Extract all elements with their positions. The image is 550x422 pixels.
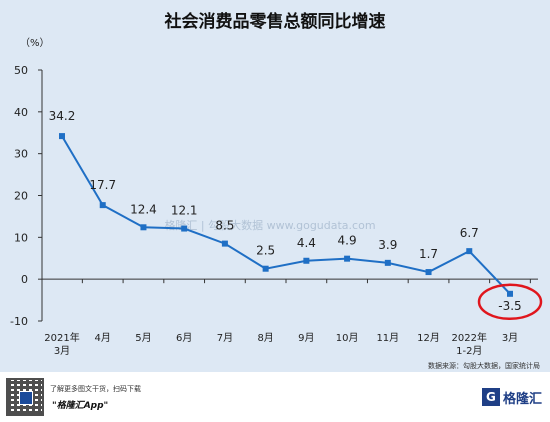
x-tick-label: 11月 — [376, 332, 399, 344]
data-label: 3.9 — [378, 238, 397, 252]
data-label: 12.4 — [130, 202, 157, 216]
footer: 了解更多图文干货，扫码下载 "格隆汇App" G 格隆汇 — [0, 372, 550, 422]
x-tick-label: 8月 — [257, 332, 273, 344]
highlight-circle — [477, 283, 543, 321]
y-tick-label: 50 — [14, 64, 28, 77]
x-tick-label: 2022年 — [452, 331, 487, 344]
data-point — [59, 133, 65, 140]
data-point — [507, 290, 513, 297]
data-point — [425, 269, 432, 276]
data-point — [181, 225, 188, 232]
chart-title: 社会消费品零售总额同比增速 — [164, 11, 386, 32]
y-tick-label: -10 — [10, 315, 28, 328]
data-point — [221, 240, 228, 247]
brand-name: 格隆汇 — [502, 391, 542, 407]
y-tick-label: 40 — [14, 106, 28, 119]
data-point — [303, 257, 310, 264]
data-label: 17.7 — [89, 178, 116, 192]
data-point — [344, 255, 351, 262]
promo-text: 了解更多图文干货，扫码下载 — [50, 385, 141, 393]
data-point — [140, 224, 147, 231]
app-name: "格隆汇App" — [52, 401, 109, 411]
series-line — [61, 135, 511, 295]
data-label: 12.1 — [171, 204, 198, 218]
x-tick-label: 10月 — [336, 332, 359, 344]
x-tick-label: 3月 — [502, 332, 518, 344]
x-tick-label: 3月 — [54, 345, 70, 357]
data-label: 6.7 — [460, 226, 479, 240]
series: 34.2 17.7 12.4 12.1 8.5 2.5 4.4 4.9 3.9 1.7 6.7 -3.… — [49, 109, 543, 321]
x-tick-label: 9月 — [298, 332, 314, 344]
x-tick-label: 4月 — [95, 332, 111, 344]
data-label: 34.2 — [49, 109, 76, 123]
y-tick-label: 10 — [14, 231, 28, 244]
watermark: 格隆汇 | 勾股大数据 www.gogudata.com — [164, 218, 375, 232]
data-label: 2.5 — [256, 244, 275, 258]
data-point — [262, 265, 269, 272]
data-label: 4.9 — [338, 234, 357, 248]
x-tick-label: 7月 — [217, 332, 233, 344]
qr-logo — [19, 391, 33, 405]
source-note: 数据来源：勾股大数据，国家统计局 — [428, 361, 540, 370]
data-point — [384, 259, 391, 266]
y-tick-label: 20 — [14, 190, 28, 203]
data-point — [466, 248, 473, 255]
x-tick-label: 5月 — [135, 332, 151, 344]
x-tick-label: 2021年 — [44, 331, 79, 344]
x-tick-label: 6月 — [176, 332, 192, 344]
brand-logo: G 格隆汇 — [481, 386, 542, 408]
data-label: 8.5 — [215, 219, 234, 233]
y-tick-label: 0 — [21, 273, 28, 286]
brand-mark-icon: G — [481, 388, 500, 406]
data-point — [99, 202, 106, 209]
data-label: 4.4 — [297, 236, 316, 250]
y-unit-label: （%） — [20, 37, 50, 49]
x-tick-label: 1-2月 — [456, 345, 482, 357]
data-label: 1.7 — [419, 247, 438, 261]
y-tick-label: 30 — [14, 148, 28, 161]
data-label: -3.5 — [498, 299, 521, 313]
x-tick-label: 12月 — [417, 332, 440, 344]
